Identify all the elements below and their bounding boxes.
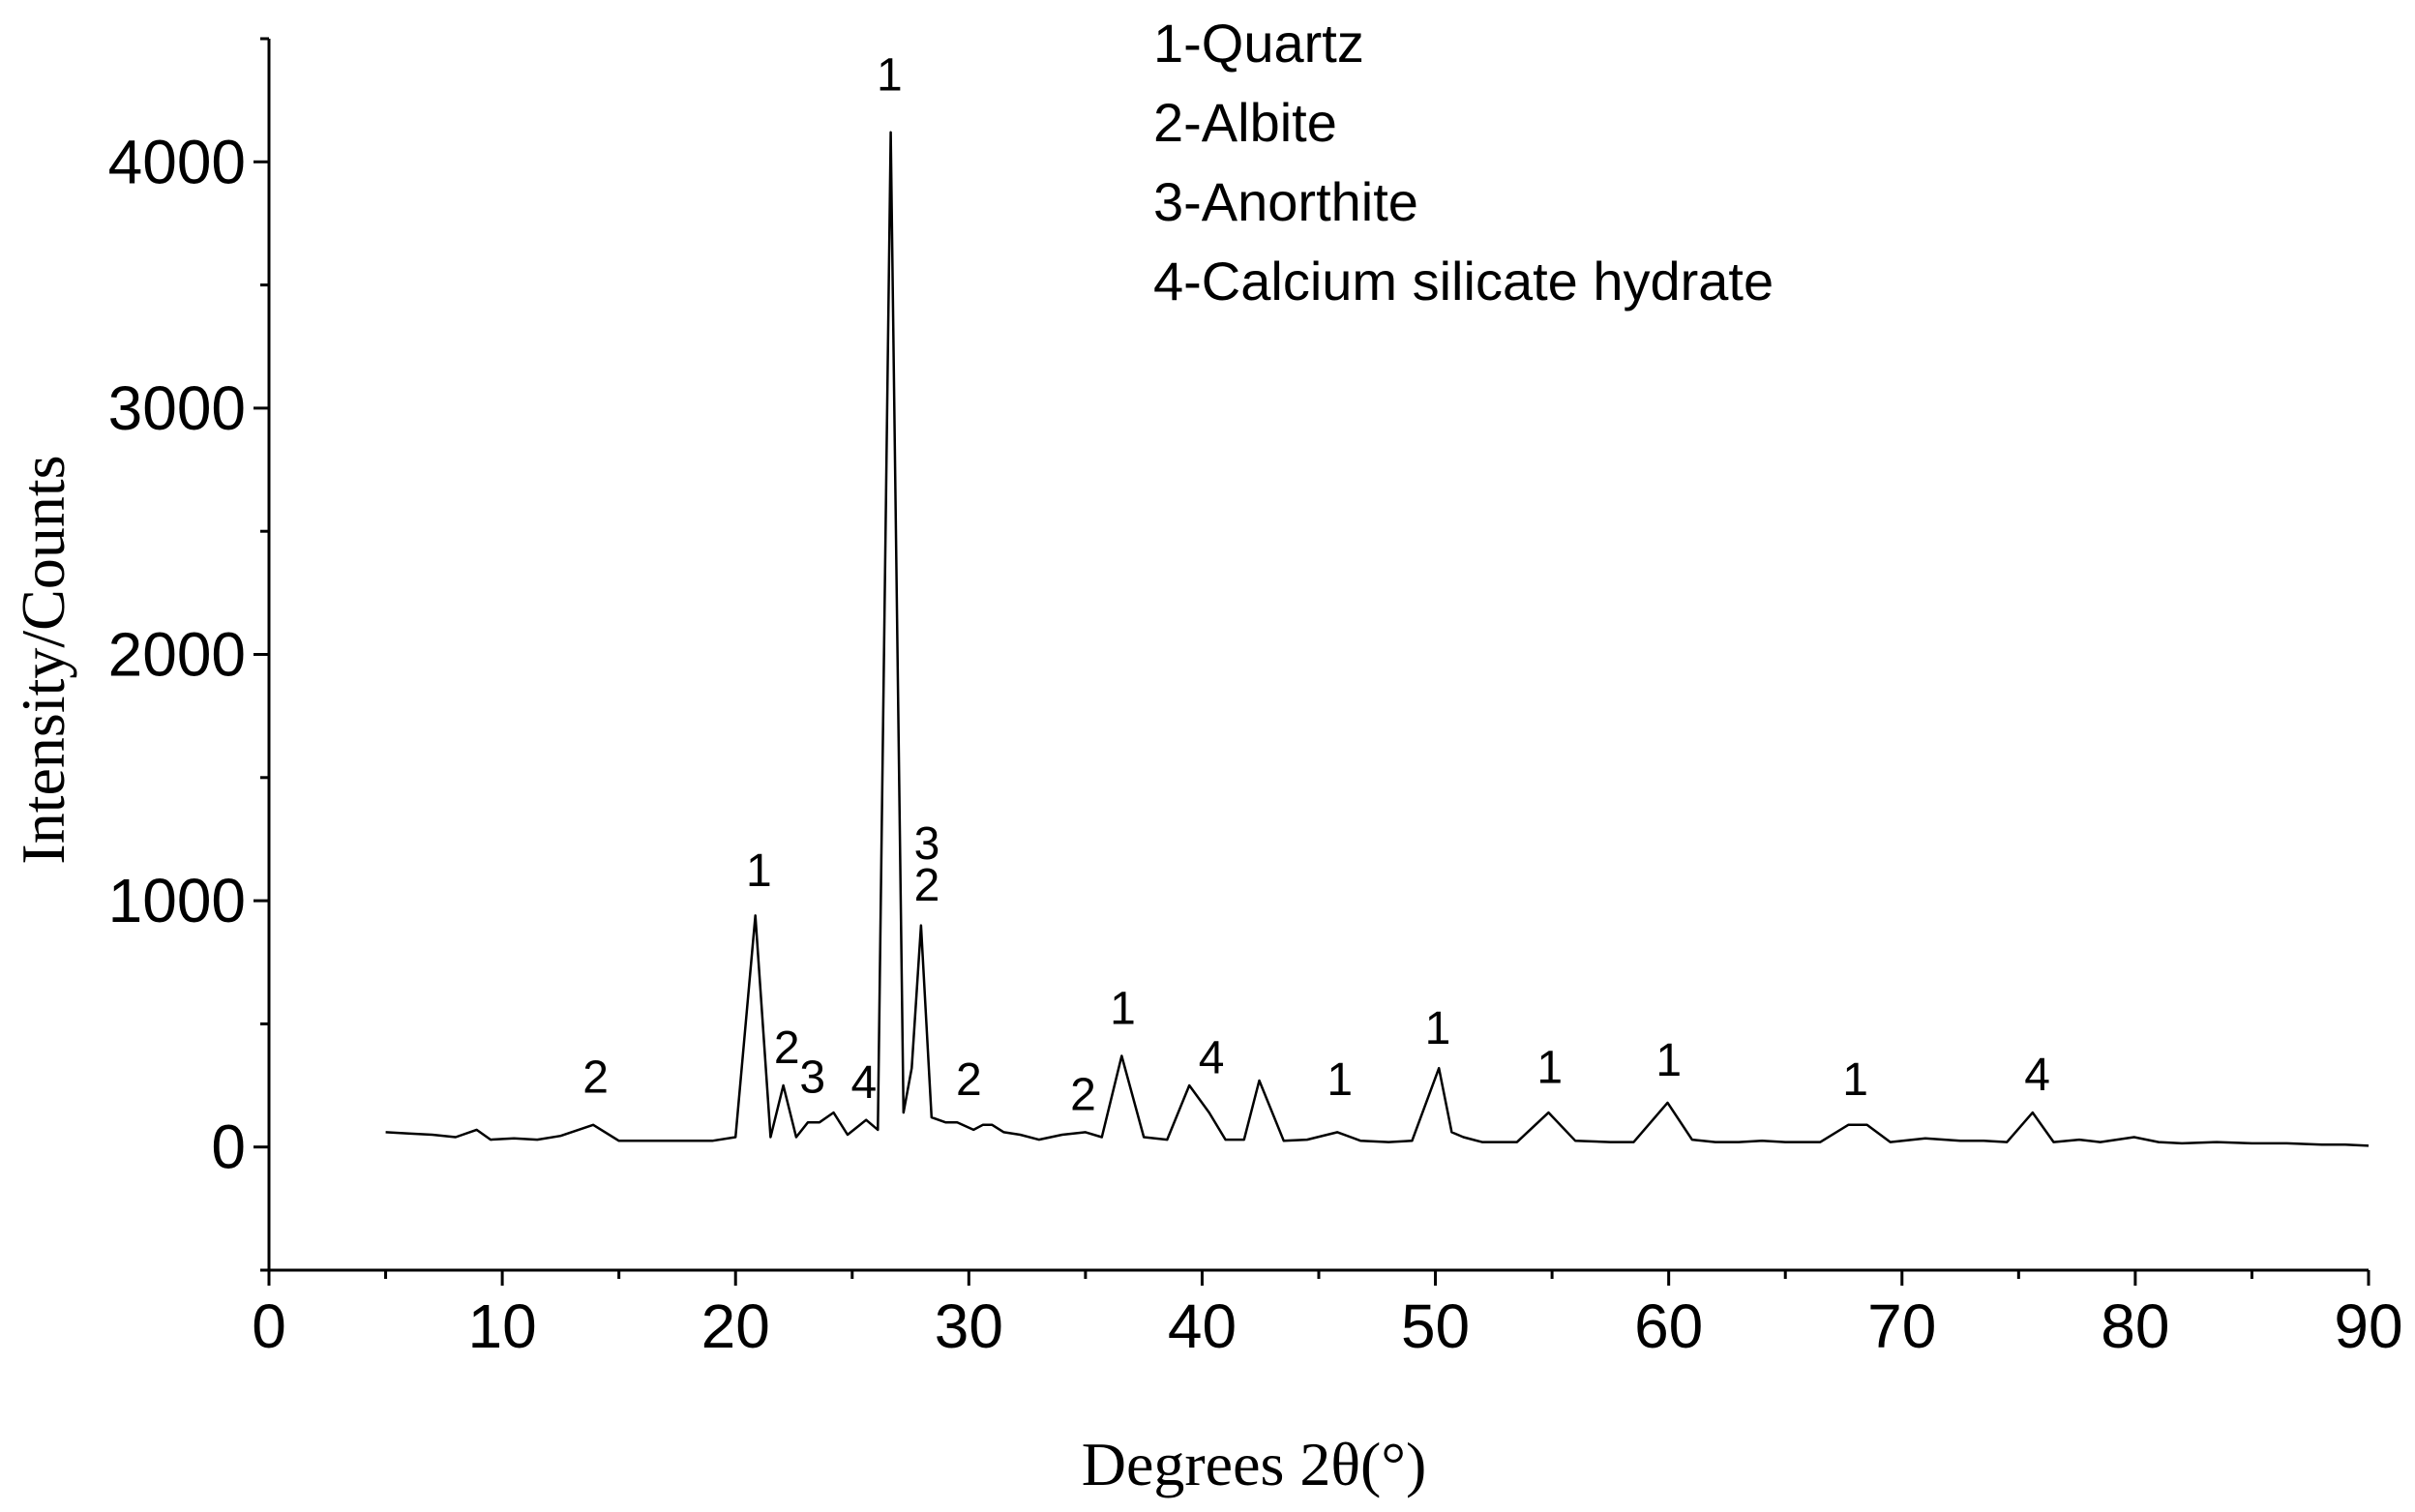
y-tick-label: 4000	[108, 127, 246, 196]
x-tick-label: 40	[1168, 1291, 1237, 1361]
legend-entry: 3-Anorthite	[1153, 171, 1418, 232]
x-tick-label: 0	[252, 1291, 286, 1361]
peak-label: 2	[914, 860, 940, 911]
x-tick-label: 80	[2101, 1291, 2169, 1361]
peak-label: 1	[877, 49, 903, 101]
peak-label: 2	[582, 1052, 609, 1104]
x-tick-label: 60	[1634, 1291, 1703, 1361]
series-layer	[385, 131, 2370, 1147]
axes: 0 10 20 30 40 50 60 70 80 90 0 1000 2000 3000 4000	[108, 37, 2403, 1361]
peak-label: 1	[1842, 1054, 1868, 1106]
peak-label: 1	[1655, 1035, 1682, 1086]
y-tick-label: 3000	[108, 373, 246, 443]
peak-label: 4	[2024, 1050, 2050, 1101]
y-tick-label: 1000	[108, 866, 246, 935]
x-tick-label: 90	[2334, 1291, 2402, 1361]
xrd-pattern-line	[385, 131, 2370, 1147]
x-tick-label: 20	[701, 1291, 770, 1361]
legend: 1-Quartz 2-Albite 3-Anorthite 4-Calcium sil…	[1153, 13, 1774, 311]
peak-label: 3	[914, 818, 940, 870]
x-tick-label: 10	[468, 1291, 537, 1361]
x-tick-label: 30	[935, 1291, 1003, 1361]
y-tick-label: 0	[211, 1112, 246, 1182]
peak-label: 1	[1536, 1043, 1563, 1094]
peak-label: 1	[1110, 983, 1136, 1034]
peak-label: 1	[1327, 1054, 1353, 1106]
peak-label: 2	[774, 1023, 800, 1074]
peak-label: 1	[1425, 1003, 1451, 1054]
peak-label: 4	[850, 1057, 877, 1109]
x-axis-title: Degrees 2θ(°)	[1082, 1430, 1427, 1498]
peak-label: 4	[1199, 1032, 1225, 1083]
peak-label: 3	[799, 1052, 825, 1104]
peak-label: 2	[1070, 1070, 1096, 1121]
x-tick-label: 70	[1867, 1291, 1936, 1361]
legend-entry: 2-Albite	[1153, 92, 1337, 153]
y-axis-title: Intensity/Counts	[9, 455, 77, 864]
peak-label: 1	[746, 845, 772, 897]
peak-label: 2	[956, 1054, 982, 1106]
legend-entry: 1-Quartz	[1153, 13, 1364, 74]
x-tick-label: 50	[1401, 1291, 1470, 1361]
legend-entry: 4-Calcium silicate hydrate	[1153, 251, 1774, 311]
y-tick-label: 2000	[108, 620, 246, 690]
